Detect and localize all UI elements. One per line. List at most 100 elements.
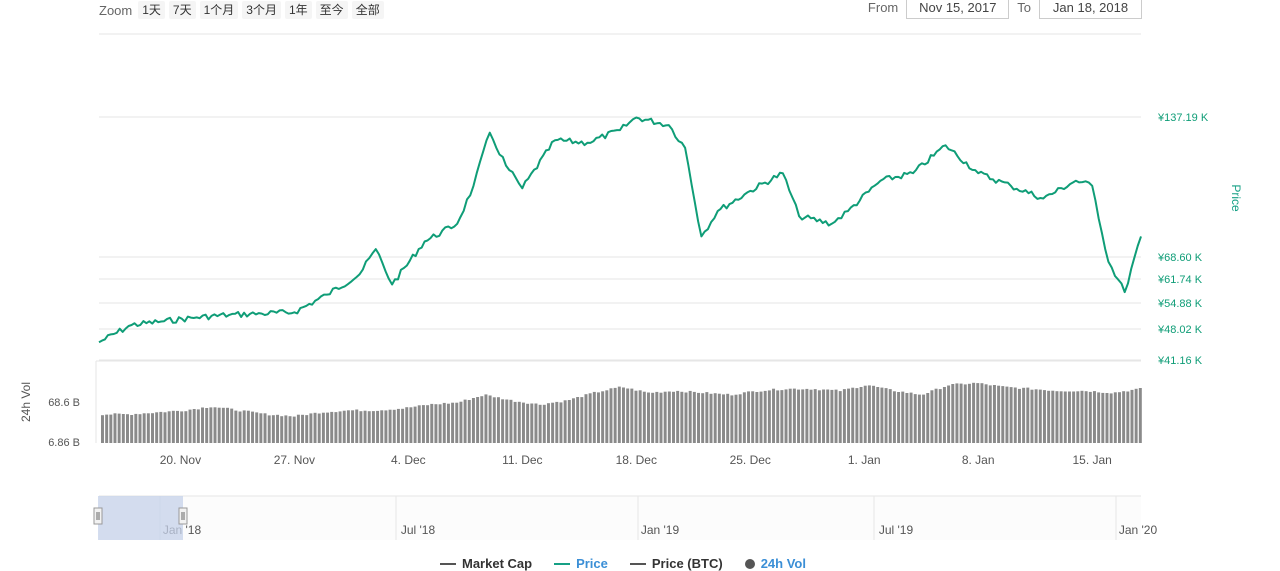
volume-bar xyxy=(692,391,696,443)
navigator-tick-label: Jul '18 xyxy=(401,523,436,537)
zoom-all-button[interactable]: 全部 xyxy=(351,1,384,19)
legend-price-btc[interactable]: Price (BTC) xyxy=(629,556,723,571)
volume-bar xyxy=(113,413,117,443)
volume-bar xyxy=(151,413,154,443)
volume-bar xyxy=(930,390,934,443)
volume-bar xyxy=(534,403,538,443)
volume-bar xyxy=(101,415,104,443)
navigator-left-handle[interactable] xyxy=(93,507,103,525)
volume-bar xyxy=(421,405,425,443)
to-date-input[interactable]: Jan 18, 2018 xyxy=(1039,0,1142,19)
volume-bar xyxy=(776,390,780,443)
volume-bar xyxy=(630,388,634,443)
zoom-ytd-button[interactable]: 至今 xyxy=(315,1,348,19)
from-date-input[interactable]: Nov 15, 2017 xyxy=(906,0,1010,19)
volume-bar xyxy=(521,402,525,443)
volume-bar xyxy=(342,410,346,443)
volume-bar xyxy=(559,402,563,443)
zoom-1y-button[interactable]: 1年 xyxy=(284,1,312,19)
volume-bar xyxy=(384,410,388,443)
volume-bar xyxy=(1042,390,1046,443)
volume-bar xyxy=(471,398,475,443)
navigator-right-handle[interactable] xyxy=(178,507,188,525)
volume-bar xyxy=(321,412,325,443)
volume-bar xyxy=(430,403,434,443)
volume-bar xyxy=(1101,392,1105,443)
price-tick-label: ¥68.60 K xyxy=(1157,252,1203,264)
volume-bar xyxy=(809,389,813,443)
volume-bar xyxy=(242,410,246,443)
volume-bar xyxy=(126,414,129,443)
volume-bar xyxy=(292,416,296,443)
volume-bar xyxy=(401,408,405,443)
volume-bar xyxy=(334,412,338,443)
volume-bar xyxy=(847,388,851,443)
volume-bar xyxy=(159,411,163,443)
volume-bar xyxy=(255,412,259,443)
zoom-1d-button[interactable]: 1天 xyxy=(138,1,165,19)
volume-bar xyxy=(142,413,146,443)
from-label: From xyxy=(867,0,899,15)
zoom-1m-button[interactable]: 1个月 xyxy=(199,1,239,19)
price-series-line xyxy=(98,116,1142,344)
x-tick-label: 27. Nov xyxy=(274,453,315,467)
volume-bar xyxy=(284,415,288,443)
volume-bar xyxy=(117,413,121,443)
volume-bar xyxy=(326,412,330,443)
volume-bar xyxy=(655,391,659,443)
legend-price[interactable]: Price xyxy=(554,556,608,571)
volume-bar xyxy=(680,391,684,443)
volume-bar xyxy=(1013,387,1017,443)
volume-bar xyxy=(405,407,409,443)
volume-bar xyxy=(467,400,471,443)
volume-bar xyxy=(817,390,821,443)
volume-bar xyxy=(509,399,513,443)
volume-bar xyxy=(276,414,280,443)
volume-bar xyxy=(876,387,880,443)
volume-bar xyxy=(688,390,692,443)
volume-bar xyxy=(230,408,234,443)
volume-bar xyxy=(367,411,371,443)
legend-market-cap[interactable]: Market Cap xyxy=(440,556,532,571)
volume-bar xyxy=(388,409,392,443)
volume-bar xyxy=(209,407,213,443)
x-tick-label: 18. Dec xyxy=(616,453,657,467)
volume-bar xyxy=(738,394,742,443)
volume-bar xyxy=(892,391,896,443)
legend-label: 24h Vol xyxy=(760,556,806,571)
volume-bar xyxy=(801,389,805,443)
volume-bar xyxy=(701,393,705,443)
volume-bar xyxy=(309,413,313,443)
volume-bar xyxy=(1067,391,1071,443)
zoom-7d-button[interactable]: 7天 xyxy=(168,1,196,19)
volume-bar xyxy=(588,393,592,443)
volume-bar xyxy=(747,391,751,443)
navigator-selection[interactable] xyxy=(98,496,183,540)
x-tick-label: 20. Nov xyxy=(160,453,201,467)
volume-bar xyxy=(542,404,546,443)
volume-bar xyxy=(1072,391,1076,443)
zoom-3m-button[interactable]: 3个月 xyxy=(242,1,281,19)
volume-bar xyxy=(909,392,913,443)
volume-bar xyxy=(1122,391,1126,443)
volume-bar xyxy=(609,388,613,443)
volume-bar xyxy=(1022,387,1026,443)
volume-bar xyxy=(759,391,763,443)
volume-bar xyxy=(659,392,663,443)
volume-bar xyxy=(1009,387,1013,443)
volume-bar xyxy=(797,389,801,443)
volume-bar xyxy=(926,393,930,443)
volume-bar xyxy=(109,414,113,443)
x-axis: 20. Nov 27. Nov 4. Dec 11. Dec 18. Dec 25. De… xyxy=(160,453,1112,467)
volume-bar xyxy=(901,391,905,443)
legend-24h-vol[interactable]: 24h Vol xyxy=(744,556,806,571)
volume-bar xyxy=(567,400,571,443)
volume-bar xyxy=(313,412,317,443)
volume-bar xyxy=(867,385,871,443)
volume-bar xyxy=(1063,391,1067,443)
volume-bar xyxy=(647,392,650,443)
volume-bar xyxy=(346,410,350,443)
volume-bar xyxy=(442,402,446,443)
volume-bar xyxy=(984,384,988,443)
